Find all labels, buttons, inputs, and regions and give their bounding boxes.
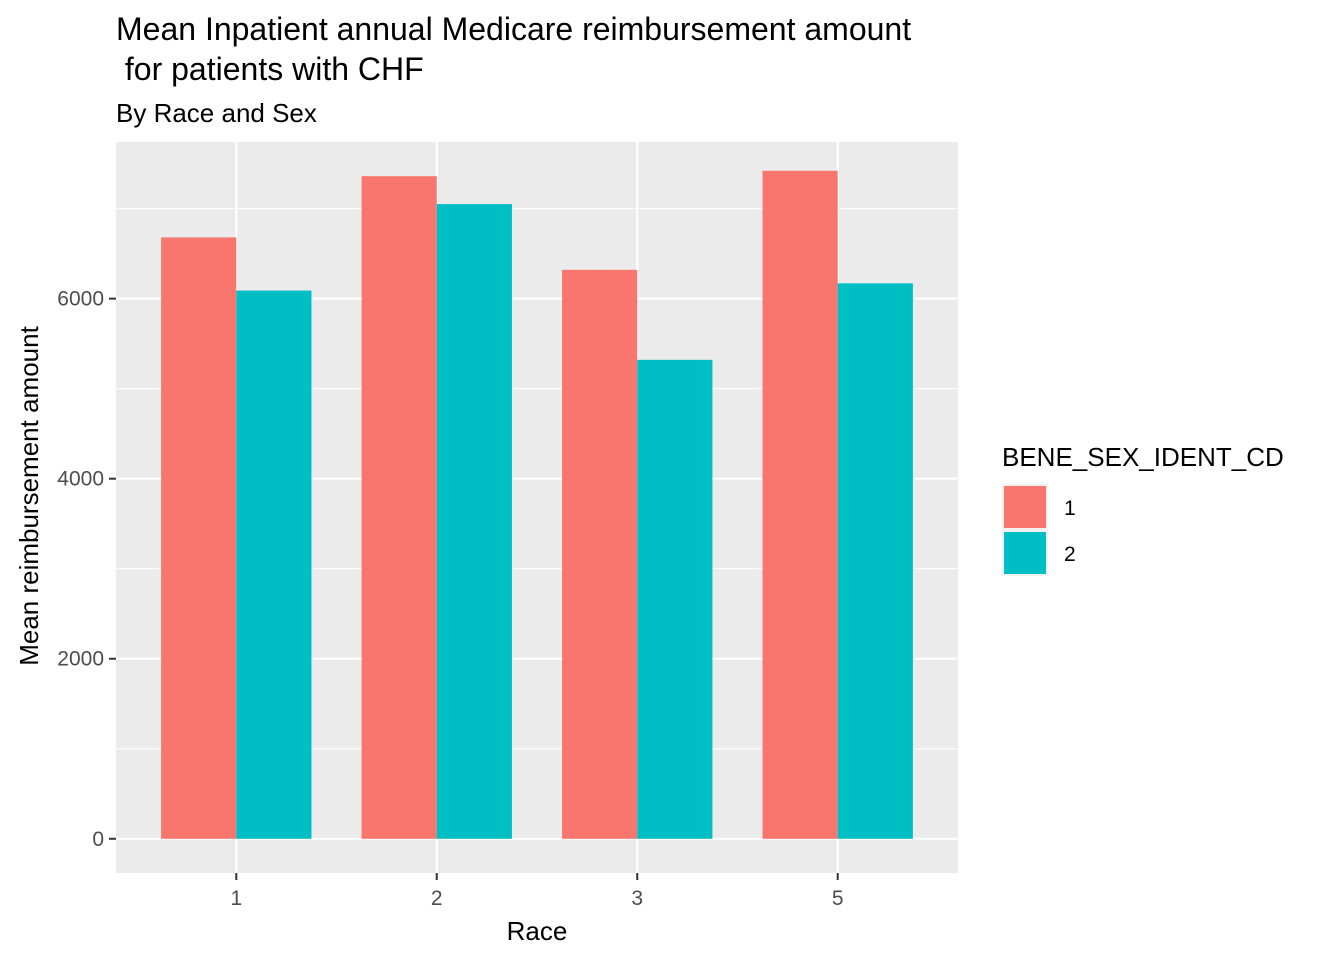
- y-tick-label: 6000: [57, 288, 104, 311]
- legend: BENE_SEX_IDENT_CD 12: [1002, 442, 1284, 576]
- chart-title-line-2: for patients with CHF: [116, 51, 424, 87]
- x-tick-label: 2: [431, 887, 443, 910]
- legend-title: BENE_SEX_IDENT_CD: [1002, 442, 1284, 472]
- bar-race-3-sex-2: [637, 359, 713, 839]
- y-axis: 0 2000 4000 6000: [57, 288, 116, 851]
- y-axis-title: Mean reimbursement amount: [14, 325, 44, 665]
- bar-race-1-sex-2: [236, 290, 312, 839]
- bar-race-3-sex-1: [562, 269, 638, 839]
- x-tick-label: 5: [832, 887, 844, 910]
- y-tick-label: 0: [92, 828, 104, 851]
- bar-race-5-sex-2: [837, 283, 913, 839]
- bar-race-2-sex-2: [436, 204, 512, 839]
- x-axis: 1 2 3 5: [230, 873, 844, 910]
- x-tick-label: 1: [230, 887, 242, 910]
- legend-items: 12: [1002, 484, 1076, 576]
- legend-label: 2: [1064, 543, 1076, 566]
- bar-race-5-sex-1: [762, 170, 838, 839]
- bar-race-2-sex-1: [361, 176, 437, 839]
- chart-subtitle: By Race and Sex: [116, 98, 317, 128]
- legend-label: 1: [1064, 497, 1076, 520]
- x-tick-label: 3: [631, 887, 643, 910]
- chart-title-line-1: Mean Inpatient annual Medicare reimburse…: [116, 11, 911, 47]
- y-tick-label: 2000: [57, 648, 104, 671]
- bar-race-1-sex-1: [161, 237, 237, 839]
- legend-key-swatch: [1004, 532, 1046, 574]
- bars: [161, 170, 913, 839]
- legend-key-swatch: [1004, 486, 1046, 528]
- y-tick-label: 4000: [57, 468, 104, 491]
- x-axis-title: Race: [507, 916, 568, 946]
